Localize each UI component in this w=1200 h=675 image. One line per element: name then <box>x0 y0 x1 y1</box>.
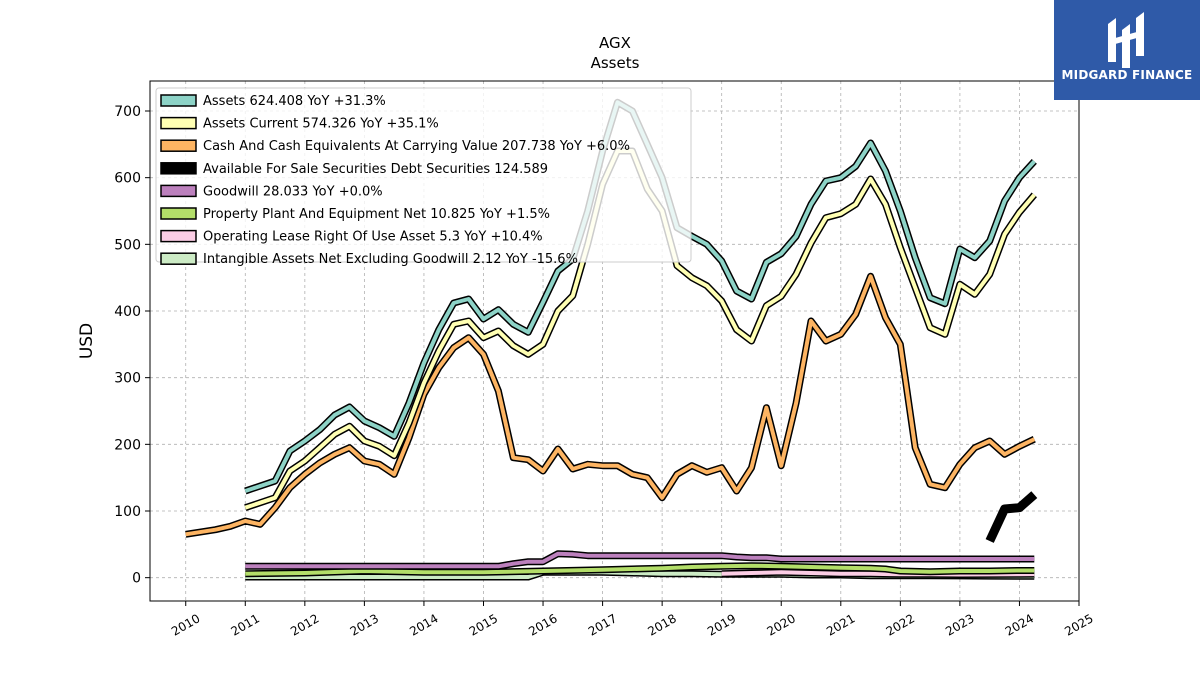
y-tick-label: 500 <box>114 237 141 253</box>
x-tick-label: 2025 <box>1062 611 1095 638</box>
legend-swatch <box>160 229 197 243</box>
x-tick-label: 2020 <box>765 611 798 638</box>
x-tick-label: 2016 <box>526 611 559 638</box>
legend-swatch <box>160 207 197 220</box>
legend-swatch <box>160 94 197 107</box>
series-layer <box>185 98 1038 581</box>
y-tick-label: 200 <box>114 437 141 453</box>
legend-label: Cash And Cash Equivalents At Carrying Va… <box>203 139 630 154</box>
logo-emblem-icon <box>1108 12 1144 68</box>
legend-label: Property Plant And Equipment Net 10.825 … <box>203 207 550 222</box>
legend-label: Intangible Assets Net Excluding Goodwill… <box>203 252 578 267</box>
y-tick-label: 100 <box>114 504 141 520</box>
legend-swatch <box>160 116 197 130</box>
x-tick-label: 2017 <box>586 611 619 638</box>
chart-subtitle: Assets <box>591 54 640 72</box>
series-line <box>985 491 1038 543</box>
legend-label: Operating Lease Right Of Use Asset 5.3 Y… <box>203 230 543 245</box>
x-tick-label: 2014 <box>407 611 440 638</box>
legend-label: Goodwill 28.033 YoY +0.0% <box>203 184 383 199</box>
x-tick-label: 2015 <box>467 611 500 638</box>
y-tick-label: 700 <box>114 104 141 120</box>
x-tick-label: 2024 <box>1003 611 1036 638</box>
series-5 <box>245 562 1035 578</box>
x-tick-label: 2018 <box>645 611 678 638</box>
series-line <box>245 563 1035 576</box>
x-tick-label: 2010 <box>169 611 202 638</box>
legend-label: Available For Sale Securities Debt Secur… <box>203 162 548 177</box>
legend-swatch <box>160 139 197 152</box>
brand-name: MIDGARD FINANCE <box>1061 68 1193 82</box>
brand-logo: MIDGARD FINANCE <box>1054 0 1200 100</box>
legend-box <box>155 87 692 263</box>
y-tick-label: 0 <box>132 571 141 587</box>
y-tick-label: 300 <box>114 371 141 387</box>
series-line <box>185 274 1036 537</box>
chart-title: AGX <box>599 34 631 52</box>
series-line <box>245 551 1035 569</box>
legend-label: Assets 624.408 YoY +31.3% <box>203 94 386 109</box>
x-tick-label: 2013 <box>348 611 381 638</box>
series-3 <box>985 491 1038 543</box>
legend: Assets 624.408 YoY +31.3% Assets Current … <box>155 87 692 267</box>
plot-frame <box>149 80 1080 602</box>
y-tick-label: 400 <box>114 304 141 320</box>
y-axis-label: USD <box>77 323 97 359</box>
x-tick-label: 2022 <box>884 611 917 638</box>
series-2 <box>185 272 1036 538</box>
x-tick-label: 2021 <box>824 611 857 638</box>
series-line-outline <box>185 272 1036 538</box>
legend-swatch <box>160 252 197 265</box>
x-tick-label: 2011 <box>229 611 262 638</box>
x-tick-label: 2023 <box>943 611 976 638</box>
series-4 <box>245 550 1035 570</box>
y-tick-label: 600 <box>114 171 141 187</box>
x-tick-label: 2019 <box>705 611 738 638</box>
x-tick-label: 2012 <box>288 611 321 638</box>
legend-label: Assets Current 574.326 YoY +35.1% <box>203 117 439 132</box>
legend-swatch <box>160 184 197 198</box>
legend-swatch <box>160 162 197 175</box>
